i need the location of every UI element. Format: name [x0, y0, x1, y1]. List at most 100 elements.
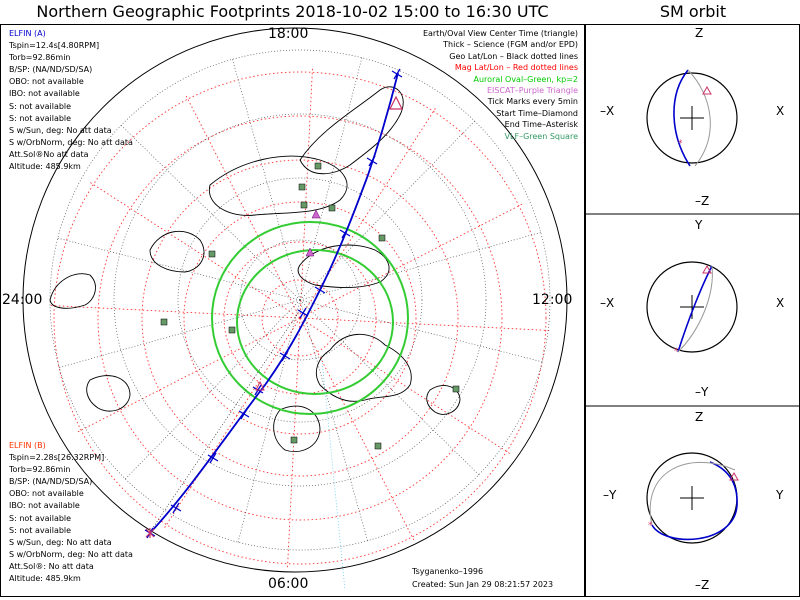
elfin-a-line: S: not available	[9, 113, 72, 123]
grid-meridian	[299, 317, 415, 541]
sm3-left-label: –Y	[603, 488, 617, 502]
elfin-b-info: ELFIN (B) Tspin=2.28s[26.32RPM] Torb=92.…	[9, 440, 133, 585]
vlf-station	[160, 318, 168, 326]
orbit-tick	[391, 68, 403, 80]
grid-meridian	[299, 203, 523, 319]
main-title: Northern Geographic Footprints 2018-10-0…	[36, 2, 549, 21]
geo-grid	[49, 49, 551, 551]
legend-item: Thick – Science (FGM and/or EPD)	[443, 40, 578, 50]
sm2-bottom-label: –Y	[695, 385, 709, 399]
eiscat-triangle	[305, 247, 315, 257]
orbit-tick	[297, 307, 309, 319]
map-frame	[0, 24, 585, 597]
sm3-top-label: Z	[695, 410, 704, 424]
vlf-station	[378, 234, 386, 242]
sm-panel-yz: *	[646, 452, 739, 544]
eiscat-markers	[305, 209, 321, 257]
grid-meridian	[299, 68, 313, 319]
elfin-a-line: S w/Sun, deg: No att data	[9, 125, 112, 135]
continent-outlines	[49, 86, 461, 452]
vlf-station	[290, 436, 298, 444]
sm-panel-xy: *	[646, 261, 738, 357]
legend-item: EISCAT–Purple Triangle	[486, 86, 578, 96]
elfin-b-line: Tspin=2.28s[26.32RPM]	[9, 453, 105, 463]
clock-label-24: 24:00	[2, 292, 43, 308]
svg-text:*: *	[678, 139, 683, 149]
sm2-right-label: X	[776, 296, 785, 310]
sm2-left-label: –X	[600, 296, 615, 310]
grid-meridian	[299, 231, 543, 301]
elfin-b-line: Att.Sol®: No att data	[9, 561, 94, 571]
vlf-station	[314, 162, 322, 170]
legend-item: Auroral Oval–Green, kp=2	[473, 74, 578, 84]
grid-meridian	[77, 317, 301, 433]
elfin-a-line: S: not available	[9, 101, 72, 111]
vlf-station	[300, 201, 308, 209]
orbit-tick	[314, 284, 326, 296]
elfin-b-line: S w/OrbNorm, deg: No att data	[9, 549, 133, 559]
legend-item: Earth/Oval View Center Time (triangle)	[422, 29, 578, 38]
elfin-b-name: ELFIN (B)	[9, 441, 46, 450]
elfin-a-orbit-track	[149, 72, 399, 534]
elfin-a-line: B/SP: (NA/ND/SD/SA)	[9, 65, 93, 75]
elfin-a-line: IBO: not available	[9, 89, 80, 99]
grid-meridian	[123, 299, 301, 481]
legend-item: Start Time–Diamond	[496, 108, 578, 118]
auroral-oval	[211, 221, 409, 415]
elfin-b-line: S: not available	[9, 525, 72, 535]
created-label: Created: Sun Jan 29 08:21:57 2023	[412, 580, 554, 589]
legend: Earth/Oval View Center Time (triangle) Th…	[423, 28, 578, 142]
legend-item: Mag Lat/Lon – Red dotted lines	[454, 63, 578, 73]
eiscat-triangle	[311, 209, 321, 219]
svg-text:*: *	[648, 521, 653, 531]
sm1-top-label: Z	[695, 26, 704, 40]
view-center-triangle	[389, 95, 403, 110]
elfin-a-line: Tspin=12.4s[4.80RPM]	[9, 41, 100, 51]
svg-text:*: *	[674, 347, 679, 357]
sm3-right-label: Y	[776, 488, 784, 502]
mag-meridians	[50, 68, 550, 568]
elfin-a-info: ELFIN (A) Tspin=12.4s[4.80RPM] Torb=92.8…	[9, 28, 133, 173]
sm-orbit-title: SM orbit	[659, 2, 727, 21]
clock-label-06: 06:00	[268, 576, 309, 592]
sm2-top-label: Y	[695, 218, 703, 232]
vlf-station	[298, 183, 306, 191]
legend-item: End Time–Asterisk	[504, 120, 578, 130]
orbit-tick	[170, 502, 182, 514]
elfin-a-line: Altitude: 485.9km	[9, 162, 81, 172]
grid-meridian	[299, 299, 481, 477]
elfin-a-name: ELFIN (A)	[9, 29, 46, 38]
elfin-b-line: OBO: not available	[9, 489, 84, 499]
projection-line	[149, 309, 301, 533]
grid-meridian	[55, 237, 301, 301]
grid-meridian	[299, 317, 511, 455]
grid-meridian	[89, 181, 301, 319]
orbit-tick	[238, 408, 250, 420]
grid-meridian	[299, 107, 437, 319]
grid-meridian	[57, 299, 301, 369]
elfin-b-line: IBO: not available	[9, 501, 80, 511]
grid-meridian	[185, 95, 301, 319]
legend-item: Tick Marks every 5min	[487, 97, 578, 107]
elfin-a-line: Att.Sol®No att data	[9, 149, 89, 159]
grid-meridian	[163, 317, 301, 529]
vlf-station	[374, 442, 382, 450]
orbit-tick-marks	[144, 68, 403, 539]
sm1-right-label: X	[776, 104, 785, 118]
elfin-b-line: S w/Sun, deg: No att data	[9, 537, 112, 547]
sm3-bottom-label: –Z	[695, 578, 710, 592]
clock-label-12: 12:00	[532, 292, 573, 308]
grid-meridian	[237, 299, 301, 545]
elfin-a-line: OBO: not available	[9, 77, 84, 87]
vlf-station	[452, 385, 460, 393]
elfin-a-line: Torb=92.86min	[9, 53, 71, 63]
vlf-station	[228, 326, 236, 334]
elfin-b-line: Altitude: 485.9km	[9, 574, 81, 584]
view-center-triangle-2	[255, 380, 265, 391]
elfin-a-line: S w/OrbNorm, deg: No att data	[9, 137, 133, 147]
vlf-station	[328, 204, 336, 212]
vlf-station	[208, 250, 216, 258]
legend-item: VLF–Green Square	[504, 131, 578, 141]
legend-item: Geo Lat/Lon – Black dotted lines	[449, 51, 578, 61]
grid-meridian	[299, 317, 550, 331]
